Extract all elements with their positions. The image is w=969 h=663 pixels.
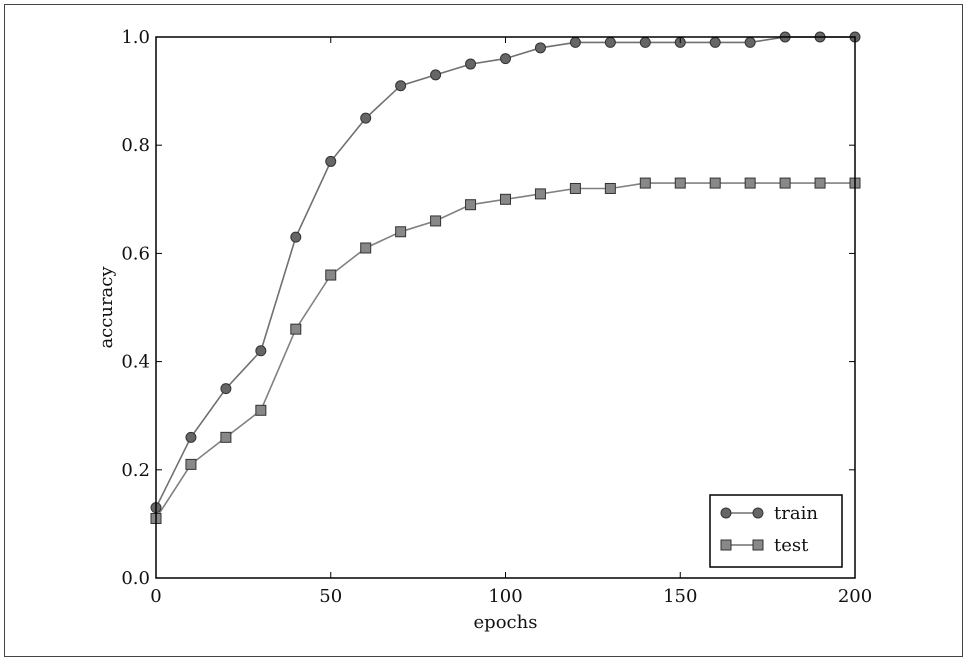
- y-axis-label: accuracy: [96, 266, 117, 349]
- data-point-train: [639, 36, 651, 48]
- y-tick-label: 0.2: [121, 460, 150, 481]
- data-point-test: [639, 177, 651, 189]
- y-tick-label: 0.4: [121, 352, 150, 373]
- data-point-test: [430, 215, 442, 227]
- legend: train test: [709, 494, 843, 568]
- data-point-train: [569, 36, 581, 48]
- data-point-test: [534, 188, 546, 200]
- series-line-train: [155, 36, 855, 509]
- x-tick-label: 200: [838, 586, 872, 607]
- data-point-test: [290, 323, 302, 335]
- legend-marker-train: [752, 507, 764, 519]
- x-tick-label: 0: [150, 586, 161, 607]
- x-axis-label: epochs: [474, 612, 538, 633]
- data-point-train: [430, 69, 442, 81]
- data-point-train: [534, 42, 546, 54]
- data-point-train: [500, 53, 511, 65]
- data-point-train: [744, 36, 756, 48]
- data-point-test: [360, 242, 372, 254]
- data-point-test: [185, 458, 197, 470]
- data-point-train: [220, 383, 232, 395]
- data-point-train: [185, 431, 197, 443]
- x-tick-label: 50: [319, 586, 342, 607]
- x-tick-label: 100: [488, 586, 522, 607]
- series-lines: [155, 36, 855, 519]
- y-tick-label: 0.0: [121, 568, 150, 589]
- series-markers: [150, 31, 861, 524]
- legend-marker-train: [720, 507, 732, 519]
- data-point-test: [814, 177, 826, 189]
- data-point-test: [674, 177, 686, 189]
- data-point-test: [500, 193, 511, 205]
- data-point-test: [569, 182, 581, 194]
- x-tick-label: 150: [663, 586, 697, 607]
- legend-label-test: test: [774, 535, 809, 556]
- data-point-test: [325, 269, 337, 281]
- legend-marker-test: [720, 539, 732, 551]
- data-point-test: [465, 199, 477, 211]
- data-point-train: [709, 36, 721, 48]
- data-point-train: [395, 80, 407, 92]
- data-point-test: [220, 431, 232, 443]
- data-point-train: [604, 36, 616, 48]
- data-point-train: [360, 112, 372, 124]
- legend-marker-test: [752, 539, 764, 551]
- y-tick-label: 1.0: [121, 27, 150, 48]
- figure-frame: [4, 4, 963, 657]
- data-point-train: [255, 345, 267, 357]
- data-point-test: [395, 226, 407, 238]
- legend-box: [709, 494, 843, 568]
- data-point-test: [255, 404, 267, 416]
- y-tick-label: 0.6: [121, 243, 150, 264]
- axis-ticks: 0 50 100 150 200 0.0 0.2 0.4 0.6 0.8 1.0: [121, 27, 872, 607]
- y-tick-label: 0.8: [121, 135, 150, 156]
- data-point-test: [744, 177, 756, 189]
- data-point-test: [709, 177, 721, 189]
- data-point-train: [290, 231, 302, 243]
- legend-label-train: train: [774, 503, 818, 524]
- data-point-test: [779, 177, 791, 189]
- data-point-test: [604, 182, 616, 194]
- data-point-train: [465, 58, 477, 70]
- data-point-train: [325, 155, 337, 167]
